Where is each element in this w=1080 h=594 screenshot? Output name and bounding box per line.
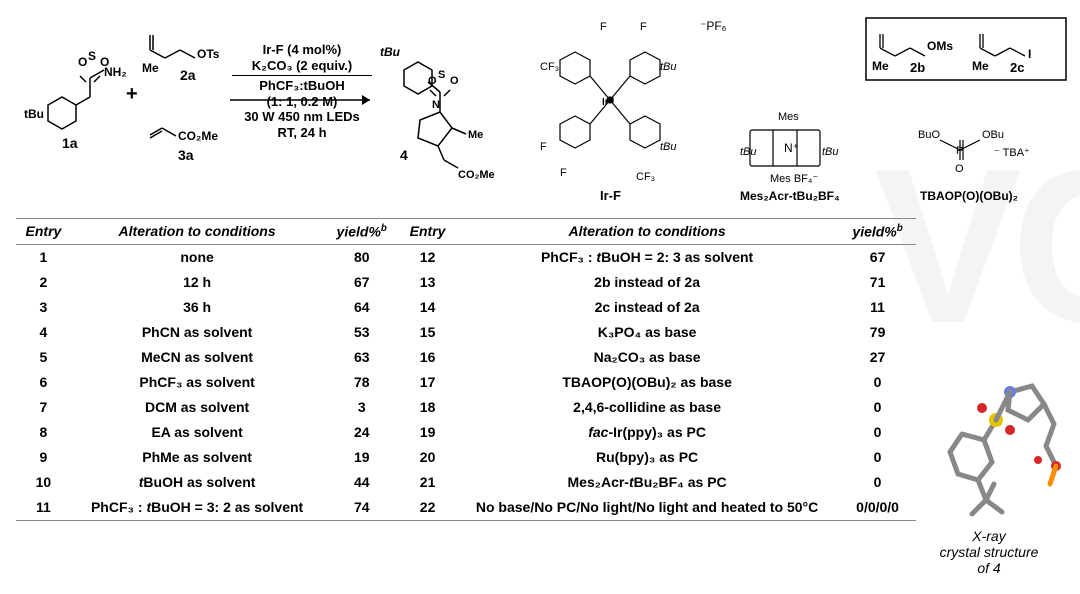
svg-text:BuO: BuO — [918, 129, 940, 141]
table-row: 8EA as solvent2419fac-Ir(ppy)₃ as PC0 — [16, 420, 916, 445]
svg-text:P: P — [956, 145, 963, 157]
svg-text:tBu: tBu — [740, 146, 757, 158]
th-alt: Alteration to conditions — [71, 219, 323, 245]
svg-text:F: F — [600, 21, 607, 33]
cond-3: (1: 1, 0.2 M) — [232, 94, 372, 110]
svg-text:O: O — [955, 163, 964, 175]
th-yield2: yield%b — [839, 219, 916, 245]
me-label-2: Me — [972, 59, 989, 73]
svg-text:Mes BF₄⁻: Mes BF₄⁻ — [770, 173, 818, 185]
conditions-table: Entry Alteration to conditions yield%b E… — [16, 218, 916, 521]
svg-text:tBu: tBu — [380, 45, 401, 59]
table-row: 11PhCF₃ : tBuOH = 3: 2 as solvent7422No … — [16, 495, 916, 521]
table-row: 5MeCN as solvent6316Na₂CO₃ as base27 — [16, 345, 916, 370]
cond-2: PhCF₃:tBuOH — [232, 78, 372, 94]
xray-caption-1: X-ray — [914, 528, 1064, 544]
cond-1: K₂CO₃ (2 equiv.) — [232, 58, 372, 74]
table-row: 6PhCF₃ as solvent7817TBAOP(O)(OBu)₂ as b… — [16, 370, 916, 395]
svg-text:OTs: OTs — [197, 47, 220, 61]
svg-text:CO₂Me: CO₂Me — [458, 169, 495, 181]
svg-text:F: F — [560, 167, 567, 179]
table-row: 7DCM as solvent3182,4,6-collidine as bas… — [16, 395, 916, 420]
table-row: 336 h64142c instead of 2a11 — [16, 295, 916, 320]
label-2c: 2c — [1010, 60, 1024, 75]
svg-text:CF₃: CF₃ — [636, 171, 655, 183]
th-alt2: Alteration to conditions — [455, 219, 839, 245]
label-2b: 2b — [910, 60, 925, 75]
xray-caption-3: of 4 — [914, 560, 1064, 576]
th-entry2: Entry — [400, 219, 455, 245]
svg-text:⁻PF₆: ⁻PF₆ — [700, 19, 727, 33]
svg-text:F: F — [640, 21, 647, 33]
conditions-block: Ir-F (4 mol%) K₂CO₃ (2 equiv.) PhCF₃:tBu… — [232, 42, 372, 141]
svg-text:CO₂Me: CO₂Me — [178, 129, 218, 143]
svg-text:O: O — [428, 75, 437, 87]
xray-svg — [914, 284, 1064, 524]
label-1a: 1a — [62, 135, 78, 151]
xray-block: X-ray crystal structure of 4 — [914, 284, 1064, 576]
table-header-row: Entry Alteration to conditions yield%b E… — [16, 219, 916, 245]
svg-text:S: S — [88, 49, 96, 63]
reaction-scheme: tBu O O S NH₂ 1a + OTs Me 2a CO₂Me 3a — [0, 0, 1080, 220]
label-tbaop: TBAOP(O)(OBu)₂ — [920, 189, 1018, 203]
table-row: 212 h67132b instead of 2a71 — [16, 270, 916, 295]
label-4: 4 — [400, 147, 408, 163]
svg-text:N⁺: N⁺ — [784, 141, 799, 155]
cond-4: 30 W 450 nm LEDs — [232, 109, 372, 125]
i-label: I — [1028, 47, 1031, 61]
table-row: 4PhCN as solvent5315K₃PO₄ as base79 — [16, 320, 916, 345]
label-acr: Mes₂Acr-tBu₂BF₄ — [740, 189, 840, 203]
svg-text:tBu: tBu — [660, 141, 677, 153]
th-entry: Entry — [16, 219, 71, 245]
svg-text:O: O — [450, 75, 459, 87]
xray-caption-2: crystal structure — [914, 544, 1064, 560]
svg-text:Me: Me — [468, 129, 483, 141]
svg-text:N: N — [432, 99, 440, 111]
svg-text:+: + — [126, 83, 138, 105]
table-row: 10tBuOH as solvent4421Mes₂Acr-tBu₂BF₄ as… — [16, 470, 916, 495]
label-3a: 3a — [178, 147, 194, 163]
svg-text:tBu: tBu — [24, 107, 44, 121]
svg-text:⁻ TBA⁺: ⁻ TBA⁺ — [994, 147, 1030, 159]
table-body: 1none8012PhCF₃ : tBuOH = 2: 3 as solvent… — [16, 244, 916, 520]
table-row: 9PhMe as solvent1920Ru(bpy)₃ as PC0 — [16, 445, 916, 470]
me-label-1: Me — [872, 59, 889, 73]
label-2a: 2a — [180, 67, 196, 83]
svg-text:S: S — [438, 69, 445, 81]
scheme-svg: tBu O O S NH₂ 1a + OTs Me 2a CO₂Me 3a — [0, 0, 1080, 220]
svg-text:OBu: OBu — [982, 129, 1004, 141]
th-yield: yield%b — [323, 219, 400, 245]
svg-text:Me: Me — [142, 61, 159, 75]
cond-5: RT, 24 h — [232, 125, 372, 141]
svg-text:tBu: tBu — [660, 61, 677, 73]
oms-label: OMs — [927, 39, 953, 53]
svg-text:O: O — [78, 55, 87, 69]
table-row: 1none8012PhCF₃ : tBuOH = 2: 3 as solvent… — [16, 244, 916, 270]
svg-text:Mes: Mes — [778, 111, 799, 123]
svg-text:F: F — [540, 141, 547, 153]
svg-text:CF₃: CF₃ — [540, 61, 559, 73]
svg-text:Irᴵᴵᴵ: Irᴵᴵᴵ — [602, 97, 614, 108]
svg-text:NH₂: NH₂ — [104, 65, 127, 79]
label-irf: Ir-F — [600, 188, 621, 203]
svg-text:tBu: tBu — [822, 146, 839, 158]
cond-0: Ir-F (4 mol%) — [232, 42, 372, 58]
